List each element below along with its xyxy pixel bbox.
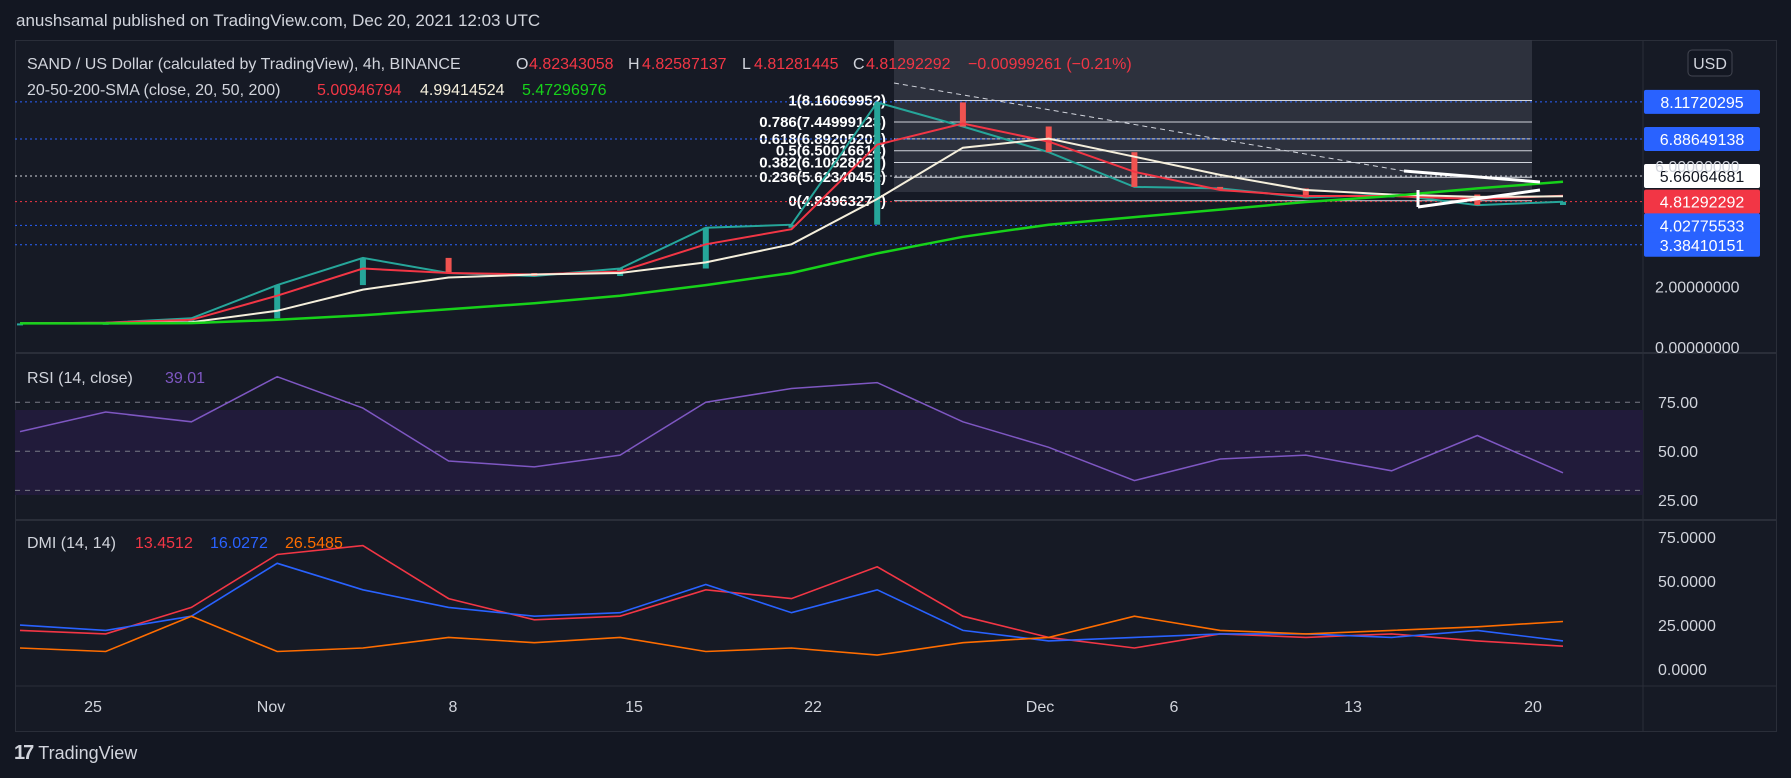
- rsi-axis: 75.00 50.00 25.00: [1658, 395, 1698, 510]
- high-value: 4.82587137: [642, 56, 727, 73]
- low-value: 4.81281445: [754, 56, 839, 73]
- rsi-tick-label: 75.00: [1658, 395, 1698, 412]
- candle: [1560, 201, 1566, 205]
- price-badge: [1644, 164, 1760, 188]
- price-badge-label: 4.02775533: [1660, 218, 1745, 235]
- sma200-value: 5.47296976: [522, 82, 607, 99]
- price-tick-label: 0.00000000: [1655, 340, 1740, 357]
- series-sma-200: [20, 180, 1564, 325]
- dmi-adx-value: 13.4512: [135, 535, 193, 552]
- horizontal-levels: [15, 101, 1643, 246]
- ohlc-values: O 4.82343058 H 4.82587137 L 4.81281445 C…: [516, 56, 1132, 73]
- fib-retracement-area[interactable]: [894, 40, 1532, 192]
- sma50-value: 4.99414524: [420, 82, 505, 99]
- dmi-legend[interactable]: DMI (14, 14) 13.4512 16.0272 26.5485: [27, 535, 343, 552]
- price-badge-label: 5.66064681: [1660, 169, 1745, 186]
- time-tick-label: 13: [1344, 699, 1362, 716]
- symbol-title: SAND / US Dollar (calculated by TradingV…: [27, 56, 461, 73]
- rsi-band: [15, 410, 1643, 495]
- dmi-tick-label: 50.0000: [1658, 574, 1716, 591]
- fib-levels: 1(8.16069952)0.786(7.44999123)0.618(6.89…: [759, 93, 1532, 210]
- price-badge: [1644, 213, 1760, 238]
- fib-level-label: 0(4.83963277): [788, 193, 886, 210]
- candle: [702, 227, 709, 269]
- candle: [445, 257, 452, 273]
- close-value: 4.81292292: [866, 56, 951, 73]
- price-badge-label: 6.88649138: [1660, 132, 1745, 149]
- rsi-legend[interactable]: RSI (14, close) 39.01: [27, 370, 205, 387]
- price-badge-label: 4.81292292: [1660, 195, 1745, 212]
- dmi-line--di: [19, 562, 1564, 642]
- price-badge: [1644, 89, 1760, 114]
- rsi-tick-label: 25.00: [1658, 493, 1698, 510]
- price-series: [17, 101, 1566, 326]
- dmi-tick-label: 75.0000: [1658, 530, 1716, 547]
- dmi-axis: 75.0000 50.0000 25.0000 0.0000: [1658, 530, 1716, 679]
- triangle-pattern-drawing[interactable]: [893, 82, 1541, 209]
- candle: [1217, 186, 1224, 189]
- tradingview-brand: TradingView: [38, 742, 138, 763]
- price-axis[interactable]: USD 8.11720295 6.88649138 5.66064681 4.8129…: [1644, 49, 1760, 357]
- svg-text:C: C: [853, 56, 865, 73]
- time-tick-label: 22: [804, 699, 822, 716]
- published-by-text: anushsamal published on TradingView.com,…: [16, 11, 541, 30]
- rsi-tick-label: 50.00: [1658, 444, 1698, 461]
- rsi-series: [15, 375, 1643, 491]
- candle: [274, 285, 281, 319]
- svg-text:L: L: [742, 56, 751, 73]
- fib-level-label: 1(8.16069952): [788, 93, 886, 110]
- svg-text:DMI (14, 14): DMI (14, 14): [27, 535, 116, 552]
- dmi-line-adx: [19, 544, 1564, 649]
- dmi-series: [19, 544, 1564, 656]
- time-axis[interactable]: 25 Nov 8 15 22 Dec 6 13 20: [84, 699, 1542, 716]
- dmi-minus-value: 26.5485: [285, 535, 343, 552]
- sma-legend[interactable]: 20-50-200-SMA (close, 20, 50, 200) 5.009…: [27, 82, 607, 99]
- svg-text:20-50-200-SMA (close, 20, 50,: 20-50-200-SMA (close, 20, 50, 200): [27, 82, 280, 99]
- tradingview-logo[interactable]: 17 TradingView: [14, 741, 137, 765]
- rsi-line: [19, 375, 1564, 482]
- open-value: 4.82343058: [529, 56, 614, 73]
- fib-level-label: 0.786(7.44999123): [759, 114, 886, 131]
- time-tick-label: Nov: [257, 699, 285, 716]
- time-tick-label: 20: [1524, 699, 1542, 716]
- price-badge: [1644, 127, 1760, 151]
- price-tick-label: 2.00000000: [1655, 280, 1740, 297]
- candle: [359, 257, 366, 286]
- svg-text:H: H: [628, 56, 640, 73]
- price-tick-label: 6.00000000: [1655, 159, 1740, 176]
- svg-text:RSI (14, close): RSI (14, close): [27, 370, 133, 387]
- price-badge: [1644, 189, 1760, 214]
- price-badge: [1644, 232, 1760, 257]
- time-tick-label: 15: [625, 699, 643, 716]
- candle: [1131, 152, 1138, 187]
- candle: [1302, 188, 1309, 198]
- time-tick-label: Dec: [1026, 699, 1054, 716]
- candle: [959, 102, 966, 127]
- dmi-tick-label: 25.0000: [1658, 618, 1716, 635]
- currency-label: USD: [1693, 56, 1727, 73]
- rsi-value: 39.01: [165, 370, 205, 387]
- time-tick-label: 8: [449, 699, 458, 716]
- dmi-tick-label: 0.0000: [1658, 662, 1707, 679]
- tradingview-logo-icon: 17: [14, 741, 34, 764]
- time-tick-label: 25: [84, 699, 102, 716]
- price-badge-label: 3.38410151: [1660, 238, 1745, 255]
- series-sma-50: [20, 137, 1564, 325]
- header: anushsamal published on TradingView.com,…: [0, 0, 1791, 40]
- candle: [788, 224, 795, 228]
- series-sma-20: [19, 122, 1564, 325]
- currency-label-box: [1687, 49, 1733, 77]
- change-value: −0.00999261 (−0.21%): [968, 56, 1132, 73]
- fib-level-label: 0.5(6.50016614): [776, 143, 886, 160]
- fib-level-label: 0.236(5.62340452): [759, 169, 886, 186]
- dmi-line--di: [19, 615, 1564, 656]
- sma20-value: 5.00946794: [317, 82, 402, 99]
- time-tick-label: 6: [1170, 699, 1179, 716]
- dmi-plus-value: 16.0272: [210, 535, 268, 552]
- candle: [874, 102, 881, 225]
- svg-text:O: O: [516, 56, 528, 73]
- price-badge-label: 8.11720295: [1660, 95, 1743, 112]
